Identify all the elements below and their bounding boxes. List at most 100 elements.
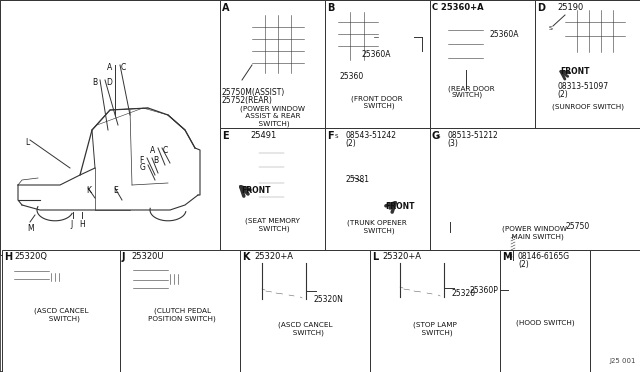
Polygon shape [341, 164, 401, 200]
Text: B: B [92, 78, 97, 87]
Bar [400, 263, 444, 297]
Text: (SUNROOF SWITCH): (SUNROOF SWITCH) [552, 103, 624, 109]
Text: L: L [372, 252, 378, 262]
Bar [455, 158, 479, 176]
Text: M: M [27, 224, 34, 233]
Text: 25491: 25491 [250, 131, 276, 140]
Text: 25320+A: 25320+A [254, 252, 293, 261]
Bar [510, 260, 516, 285]
Text: 25752(REAR): 25752(REAR) [222, 96, 273, 105]
Polygon shape [442, 13, 483, 18]
Ellipse shape [400, 254, 444, 272]
Text: M: M [502, 252, 511, 262]
Bar [521, 185, 545, 203]
Text: D: D [106, 78, 112, 87]
Text: 08313-51097: 08313-51097 [557, 82, 608, 91]
Polygon shape [558, 10, 565, 58]
Text: SWITCH): SWITCH) [417, 330, 453, 337]
Text: D: D [537, 3, 545, 13]
Bar [453, 183, 481, 205]
Bar [453, 156, 481, 178]
Text: FRONT: FRONT [241, 186, 271, 195]
Text: POSITION SWITCH): POSITION SWITCH) [148, 316, 216, 323]
Text: K: K [86, 186, 91, 195]
Text: (2): (2) [557, 90, 568, 99]
Bar [587, 185, 611, 203]
Circle shape [463, 87, 468, 93]
Text: (POWER WINDOW: (POWER WINDOW [502, 226, 568, 232]
Ellipse shape [400, 288, 444, 306]
Text: C: C [163, 146, 168, 155]
Bar [448, 18, 483, 70]
Bar [133, 262, 168, 296]
Text: FRONT: FRONT [385, 202, 415, 211]
Text: L: L [25, 138, 29, 147]
Ellipse shape [262, 290, 306, 308]
Text: SWITCH): SWITCH) [254, 225, 290, 231]
Bar [486, 156, 514, 178]
Bar [500, 250, 590, 372]
Bar [552, 156, 580, 178]
Bar [220, 0, 325, 128]
Polygon shape [244, 15, 252, 79]
Bar [456, 9, 474, 18]
Polygon shape [244, 9, 304, 15]
Text: SWITCH): SWITCH) [42, 316, 80, 323]
Bar [259, 162, 284, 173]
Text: B: B [508, 253, 512, 259]
Text: H: H [79, 220, 84, 229]
Bar [430, 0, 535, 128]
Text: H: H [4, 252, 12, 262]
Text: MAIN SWITCH): MAIN SWITCH) [507, 234, 563, 241]
Polygon shape [442, 18, 448, 75]
Text: J25 001: J25 001 [609, 358, 636, 364]
Text: C: C [121, 63, 126, 72]
Bar [220, 128, 325, 250]
Polygon shape [437, 141, 617, 148]
Bar [256, 140, 288, 202]
Text: C 25360+A: C 25360+A [432, 3, 484, 12]
Polygon shape [332, 12, 338, 65]
Text: FRONT: FRONT [560, 67, 589, 76]
Polygon shape [333, 152, 415, 210]
Text: (SEAT MEMORY: (SEAT MEMORY [244, 217, 300, 224]
Bar [262, 263, 306, 299]
Text: (3): (3) [447, 139, 458, 148]
Bar [455, 185, 479, 203]
Bar [338, 12, 378, 60]
Text: 25360A: 25360A [490, 30, 520, 39]
Bar [2, 250, 120, 372]
FancyBboxPatch shape [252, 15, 304, 73]
Polygon shape [249, 140, 256, 208]
Text: S: S [549, 26, 553, 31]
Bar [587, 158, 611, 176]
Text: 25750M(ASSIST): 25750M(ASSIST) [222, 88, 285, 97]
Text: 25320+A: 25320+A [382, 252, 421, 261]
Bar [488, 158, 512, 176]
Text: A: A [150, 146, 155, 155]
Text: (FRONT DOOR
  SWITCH): (FRONT DOOR SWITCH) [351, 95, 403, 109]
Text: E: E [113, 186, 118, 195]
Text: (REAR DOOR: (REAR DOOR [448, 85, 495, 92]
Text: S: S [436, 134, 440, 138]
Text: F: F [327, 131, 333, 141]
Bar [565, 10, 625, 52]
Text: 25190: 25190 [557, 3, 583, 12]
Bar [585, 183, 613, 205]
Bar [519, 156, 547, 178]
Text: 08513-51212: 08513-51212 [447, 131, 498, 140]
Text: F: F [140, 156, 144, 165]
Polygon shape [249, 134, 288, 140]
Bar [267, 73, 289, 81]
Text: (2): (2) [518, 260, 529, 269]
Text: 25381: 25381 [345, 175, 369, 184]
Text: 25360P: 25360P [469, 286, 498, 295]
Bar [49, 271, 63, 283]
Bar [521, 158, 545, 176]
Text: 25320N: 25320N [314, 295, 344, 304]
Text: 25750: 25750 [566, 222, 590, 231]
Text: (TRUNK OPENER: (TRUNK OPENER [347, 220, 407, 227]
Bar [370, 250, 500, 372]
Polygon shape [558, 4, 625, 10]
Text: (HOOD SWITCH): (HOOD SWITCH) [516, 320, 574, 327]
